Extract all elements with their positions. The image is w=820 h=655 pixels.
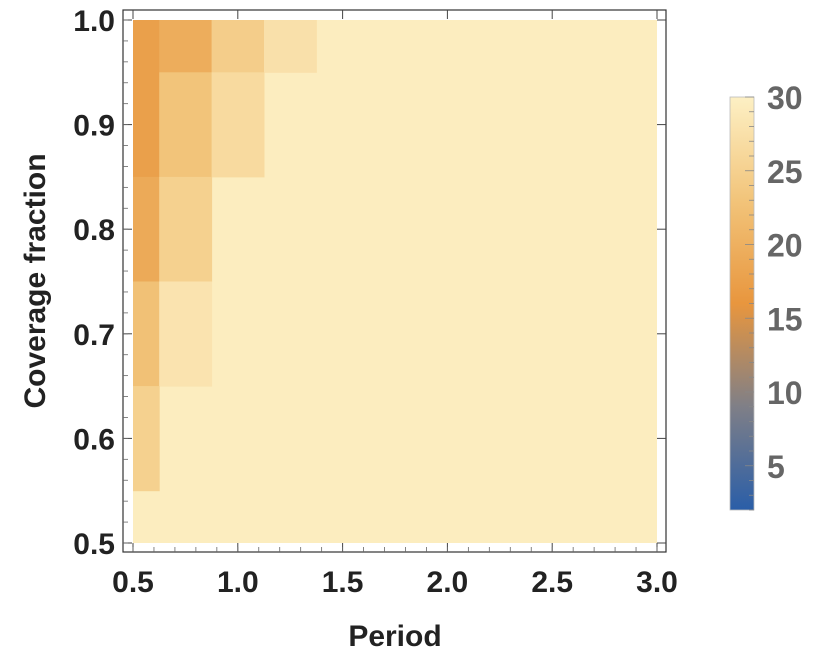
x-tick-label: 2.0 (427, 566, 469, 599)
heatmap-cell (159, 176, 213, 282)
heatmap-cell (264, 20, 317, 73)
y-tick-label: 0.7 (73, 319, 115, 352)
heatmap-cell (133, 386, 160, 492)
plot-frame (122, 9, 667, 553)
x-tick-label: 1.5 (322, 566, 364, 599)
heatmap-cell (133, 72, 160, 178)
colorbar-tick-label: 10 (767, 375, 803, 411)
heatmap-cell (133, 281, 160, 387)
colorbar-tick-label: 5 (767, 449, 785, 485)
heatmap-cell (159, 20, 213, 73)
heatmap-cell (159, 72, 213, 178)
heatmap-cell (159, 281, 213, 387)
heatmap-cell (211, 72, 265, 178)
x-tick-label: 0.5 (112, 566, 154, 599)
colorbar: 5 10 15 20 25 30 (729, 80, 803, 511)
heatmap-cells (133, 20, 657, 543)
heatmap-cell (133, 20, 160, 73)
colorbar-tick-label: 30 (767, 80, 803, 116)
y-tick-label: 0.9 (73, 110, 115, 143)
y-tick-label: 0.6 (73, 423, 115, 456)
heatmap-cell (133, 176, 160, 282)
x-tick-label: 2.5 (531, 566, 573, 599)
x-tick-label: 1.0 (217, 566, 259, 599)
y-tick-label: 0.8 (73, 214, 115, 247)
y-axis: 0.5 0.6 0.7 0.8 0.9 1.0 (73, 5, 666, 561)
y-tick-label: 1.0 (73, 5, 115, 38)
colorbar-tick-label: 15 (767, 301, 803, 337)
x-tick-label: 3.0 (636, 566, 678, 599)
x-axis: 0.5 1.0 1.5 2.0 2.5 3.0 (112, 10, 678, 599)
y-tick-label: 0.5 (73, 528, 115, 561)
x-axis-label: Period (348, 620, 441, 653)
colorbar-tick-label: 20 (767, 228, 803, 264)
colorbar-tick-label: 25 (767, 154, 803, 190)
y-axis-label: Coverage fraction (19, 153, 52, 408)
heatmap-cell (211, 20, 265, 73)
